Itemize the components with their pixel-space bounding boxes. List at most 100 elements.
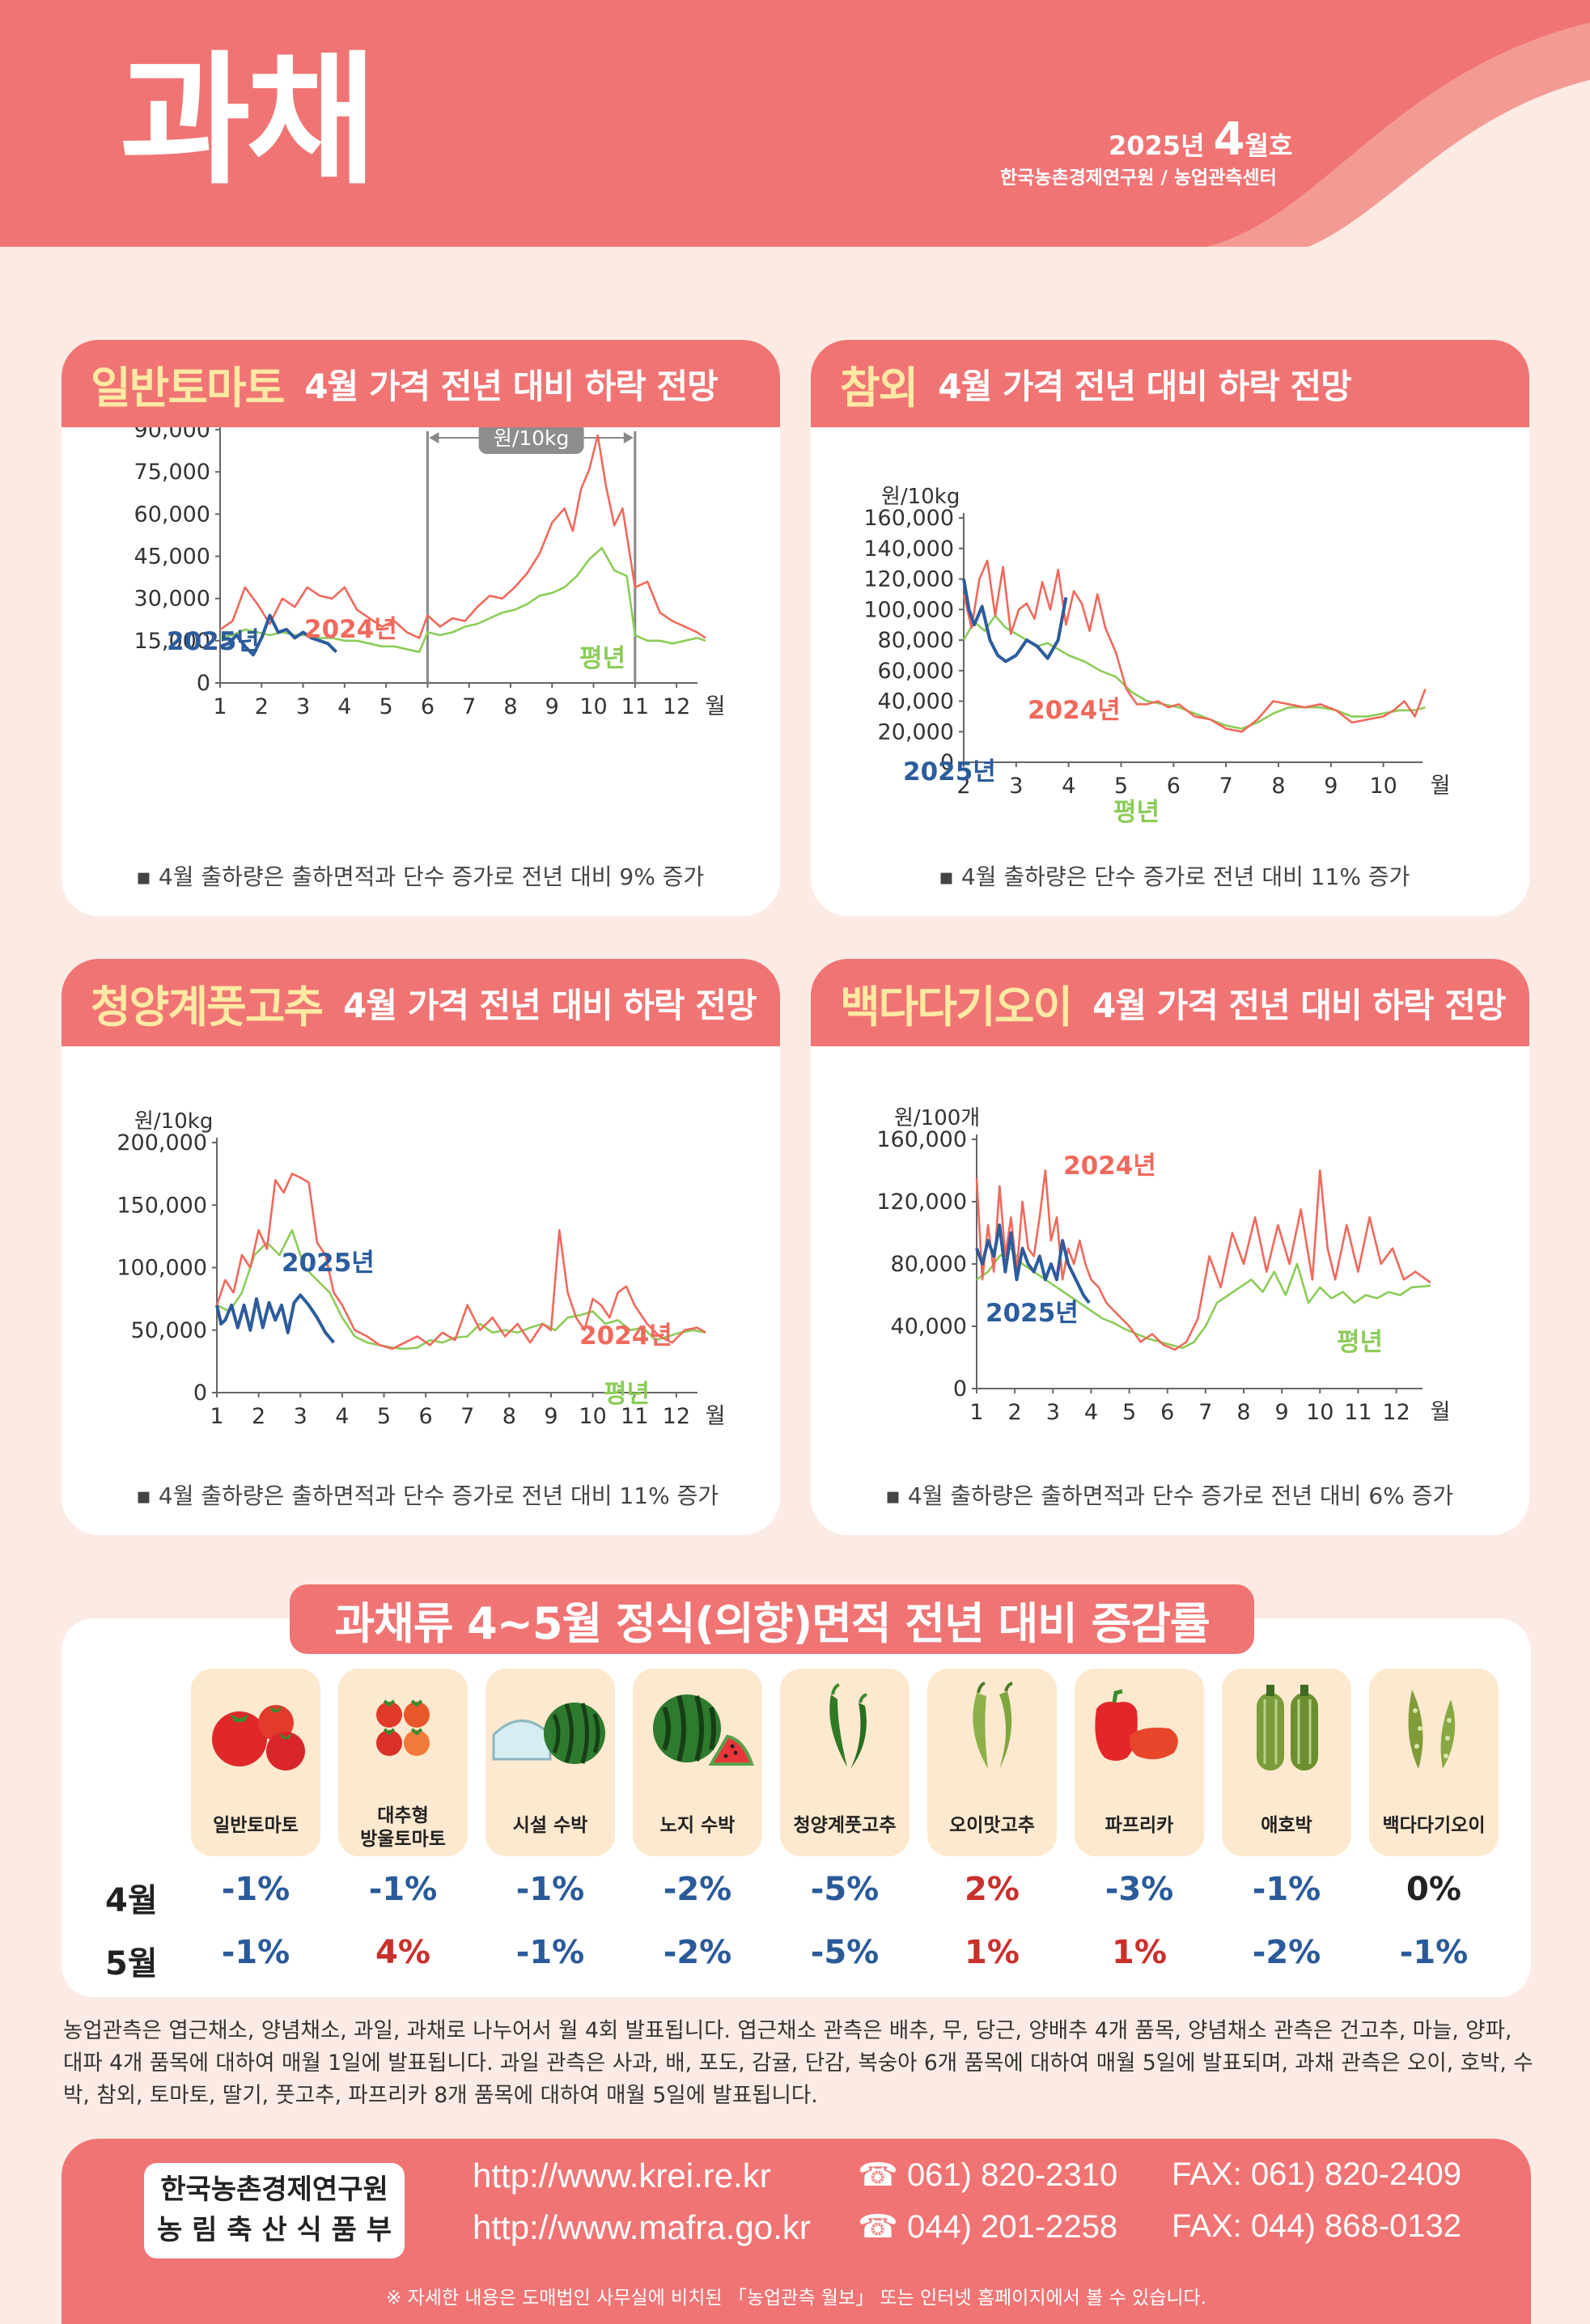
phone-mafra: ☎ 044) 201-2258 (858, 2209, 1118, 2245)
x-tick-label: 7 (1219, 774, 1233, 799)
x-tick-label: 7 (462, 694, 476, 719)
x-tick-label: 3 (294, 1404, 307, 1429)
crop-tile: 대추형 방울토마토 (338, 1669, 468, 1856)
series-label-2024: 2024년 (304, 615, 397, 644)
x-tick-label: 11 (621, 694, 649, 719)
crop-label: 오이맛고추 (949, 1815, 1035, 1836)
y-tick-label: 200,000 (117, 1130, 207, 1156)
x-tick-label: 12 (1382, 1400, 1410, 1425)
crop-tile: 일반토마토 (191, 1669, 320, 1856)
crop-tile: 백다다기오이 (1369, 1669, 1499, 1856)
link-krei[interactable]: http://www.krei.re.kr (473, 2156, 771, 2195)
y-unit-label: 원/100개 (894, 1106, 980, 1130)
page-header: 과채 2025년 4월호 한국농촌경제연구원 / 농업관측센터 (0, 0, 1590, 247)
cucumber-pepper-icon (973, 1682, 1013, 1769)
x-tick-label: 10 (1306, 1400, 1333, 1425)
card-headline: 4월 가격 전년 대비 하락 전망 (1092, 985, 1506, 1025)
x-tick-label: 9 (1324, 774, 1338, 799)
series-label-2025: 2025년 (986, 1299, 1079, 1328)
y-unit-label: 원/10kg (881, 485, 960, 509)
footer: 한국농촌경제연구원 농 림 축 산 식 품 부 http://www.krei.… (61, 2139, 1531, 2324)
series-line-2025 (219, 613, 338, 657)
percent-cell: -1% (221, 1934, 290, 1971)
x-tick-label: 2 (252, 1404, 265, 1429)
crop-label: 시설 수박 (512, 1815, 588, 1836)
table-title: 과채류 4~5월 정식(의향)면적 전년 대비 증감률 (290, 1584, 1254, 1654)
y-tick-label: 45,000 (134, 545, 210, 570)
crop-label: 파프리카 (1105, 1815, 1174, 1836)
greenhouse-watermelon-icon (492, 1703, 605, 1764)
card-note: ▪ 4월 출하량은 출하면적과 단수 증가로 전년 대비 9% 증가 (136, 863, 705, 890)
y-tick-label: 0 (953, 1376, 967, 1402)
x-tick-label: 11 (1344, 1400, 1372, 1425)
card-tab: 백다다기오이 4월 가격 전년 대비 하락 전망 (811, 959, 1529, 1046)
card-note: ▪ 4월 출하량은 출하면적과 단수 증가로 전년 대비 11% 증가 (136, 1482, 719, 1509)
y-tick-label: 40,000 (878, 689, 954, 715)
y-tick-label: 160,000 (876, 1127, 967, 1152)
crop-tile: 애호박 (1222, 1669, 1351, 1856)
y-tick-label: 75,000 (134, 460, 210, 485)
y-tick-label: 40,000 (891, 1314, 967, 1339)
crop-label: 일반토마토 (213, 1815, 299, 1836)
series-line-2024 (219, 434, 706, 639)
percent-cell: -2% (1252, 1934, 1321, 1971)
x-tick-label: 3 (1046, 1400, 1060, 1425)
series-label-2024: 2024년 (1028, 696, 1121, 725)
fax-mafra: FAX: 044) 868-0132 (1172, 2208, 1462, 2244)
y-tick-label: 20,000 (878, 719, 954, 744)
crop-label: 대추형 방울토마토 (360, 1805, 446, 1850)
row-month: 5월 (105, 1945, 158, 1983)
y-tick-label: 100,000 (863, 597, 954, 622)
y-unit-label: 원/10kg (134, 1109, 213, 1134)
crop-tile: 오이맛고추 (927, 1669, 1057, 1856)
y-tick-label: 30,000 (134, 587, 210, 612)
card-tab: 청양계풋고추 4월 가격 전년 대비 하락 전망 (61, 959, 780, 1046)
crop-label: 노지 수박 (659, 1815, 736, 1836)
card-headline: 4월 가격 전년 대비 하락 전망 (938, 366, 1351, 406)
secondary-unit-label: 원/10kg (494, 427, 570, 450)
x-tick-label: 1 (213, 694, 227, 719)
y-tick-label: 50,000 (131, 1318, 207, 1343)
y-tick-label: 100,000 (117, 1256, 207, 1281)
series-label-2024: 2024년 (1063, 1151, 1156, 1181)
link-mafra[interactable]: http://www.mafra.go.kr (473, 2208, 811, 2246)
series-label-2025: 2025년 (167, 627, 260, 656)
cherry-tomato-icon (376, 1699, 430, 1756)
card-note: ▪ 4월 출하량은 단수 증가로 전년 대비 11% 증가 (939, 863, 1410, 890)
series-line-2024 (975, 1169, 1431, 1351)
org-box: 한국농촌경제연구원 농 림 축 산 식 품 부 (144, 2163, 405, 2258)
y-tick-label: 60,000 (134, 502, 210, 527)
x-tick-label: 7 (1198, 1400, 1212, 1425)
x-tick-label: 6 (1167, 774, 1181, 799)
x-tick-label: 4 (337, 694, 351, 719)
x-tick-label: 12 (663, 1404, 690, 1429)
y-tick-label: 0 (197, 671, 210, 696)
x-tick-label: 6 (1160, 1400, 1174, 1425)
card-tab: 참외 4월 가격 전년 대비 하락 전망 (811, 340, 1529, 427)
percent-cell: -3% (1105, 1871, 1174, 1908)
x-tick-label: 6 (421, 694, 435, 719)
card-tab: 일반토마토 4월 가격 전년 대비 하락 전망 (61, 340, 780, 427)
zucchini-icon (1257, 1685, 1318, 1771)
percent-cell: -2% (663, 1871, 732, 1908)
series-label-2025: 2025년 (282, 1249, 375, 1278)
issue-date: 2025년 4월호 (1109, 113, 1293, 166)
percent-cell: -1% (368, 1871, 438, 1908)
percent-cell: 0% (1406, 1871, 1461, 1908)
x-tick-label: 2 (956, 774, 970, 799)
x-tick-label: 9 (1275, 1400, 1289, 1425)
x-tick-label: 12 (663, 694, 690, 719)
x-tick-label: 2 (1008, 1400, 1022, 1425)
percent-cell: 1% (965, 1934, 1020, 1971)
header-decorative-curve (1204, 23, 1590, 247)
series-label-average: 평년 (1113, 798, 1160, 827)
x-unit-label: 월 (706, 694, 726, 719)
x-tick-label: 9 (544, 1404, 558, 1429)
series-label-2024: 2024년 (579, 1321, 672, 1351)
card-headline: 4월 가격 전년 대비 하락 전망 (304, 366, 718, 406)
x-tick-label: 3 (296, 694, 310, 719)
x-tick-label: 1 (969, 1400, 983, 1425)
y-tick-label: 140,000 (863, 536, 954, 562)
x-tick-label: 8 (1271, 774, 1285, 799)
